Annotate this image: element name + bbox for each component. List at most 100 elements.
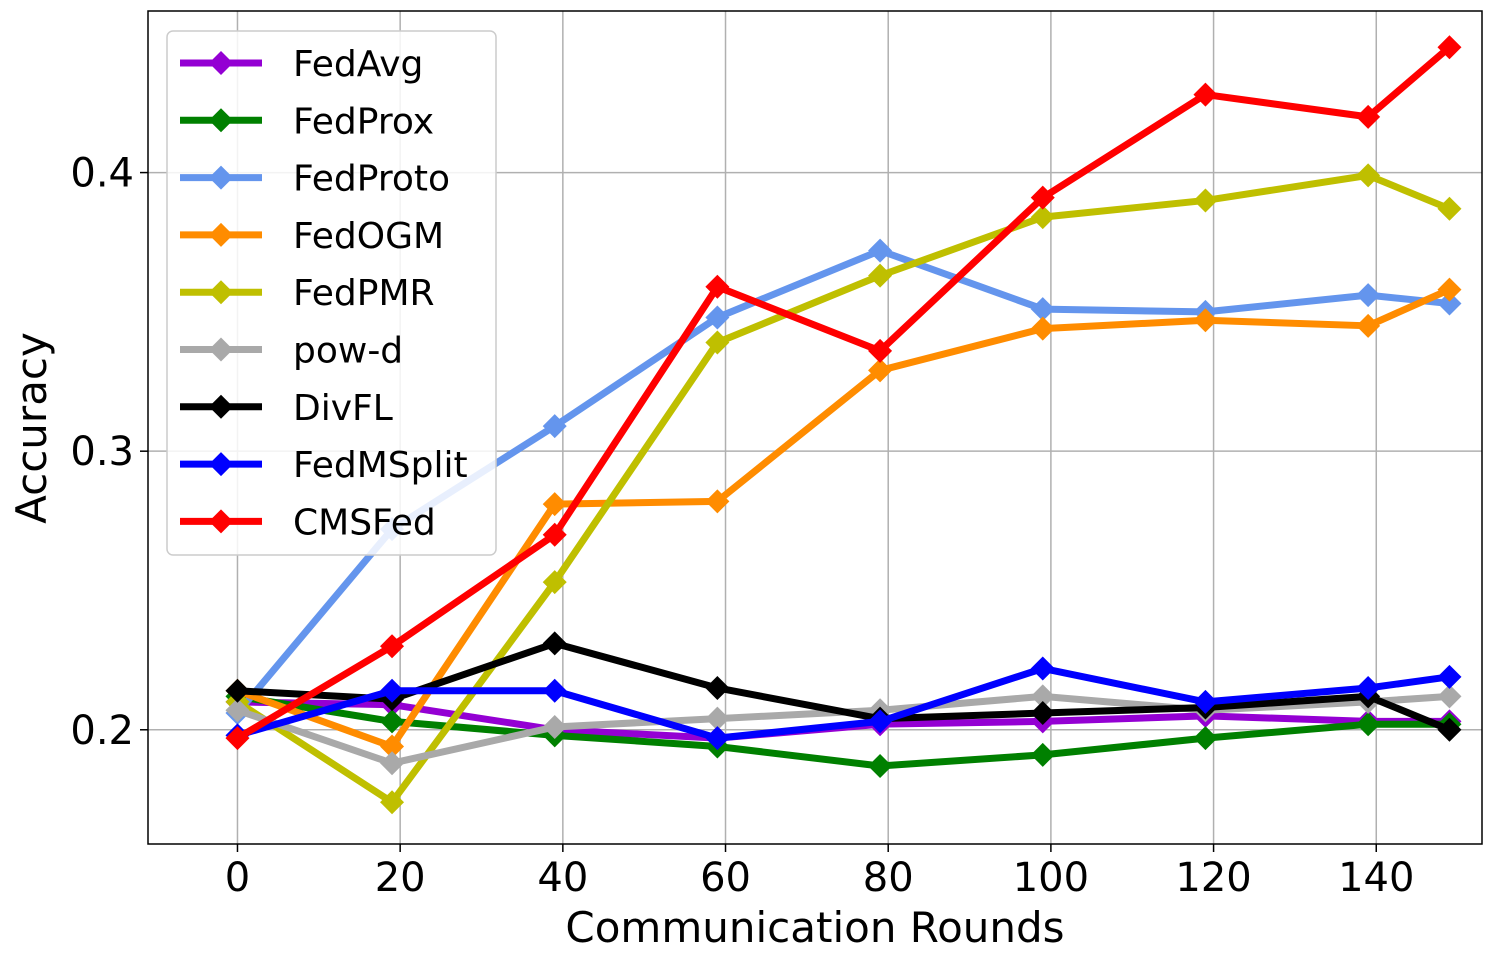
data-point-fedogm xyxy=(1356,313,1381,338)
data-point-fedproto xyxy=(868,238,893,263)
data-point-divfl xyxy=(542,631,567,656)
legend-label: FedMSplit xyxy=(293,445,468,486)
data-point-pow-d xyxy=(705,706,730,731)
x-tick-label: 40 xyxy=(537,855,588,901)
data-point-pow-d xyxy=(1437,684,1462,709)
legend-label: FedProx xyxy=(293,101,434,142)
data-point-pow-d xyxy=(542,714,567,739)
data-point-fedprox xyxy=(1030,742,1055,767)
data-point-fedogm xyxy=(705,489,730,514)
data-point-fedpmr xyxy=(1437,196,1462,221)
data-point-fedmsplit xyxy=(705,726,730,751)
y-axis-title: Accuracy xyxy=(7,332,56,524)
data-point-divfl xyxy=(225,678,250,703)
legend-marker xyxy=(209,452,233,477)
data-point-fedmsplit xyxy=(868,709,893,734)
legend-label: FedPMR xyxy=(293,273,435,314)
data-point-fedproto xyxy=(1356,283,1381,308)
legend-label: DivFL xyxy=(293,388,393,429)
data-point-fedproto xyxy=(1030,297,1055,322)
data-point-divfl xyxy=(1030,701,1055,726)
data-point-cmsfed xyxy=(1356,104,1381,129)
legend-label: FedOGM xyxy=(293,216,444,257)
legend-item-divfl: DivFL xyxy=(180,388,393,429)
data-point-fedpmr xyxy=(868,263,893,288)
data-point-fedpmr xyxy=(1030,205,1055,230)
data-point-pow-d xyxy=(380,751,405,776)
data-point-cmsfed xyxy=(705,274,730,299)
data-point-fedogm xyxy=(1193,308,1218,333)
data-point-fedproto xyxy=(1437,291,1462,316)
x-tick-label: 140 xyxy=(1338,855,1414,901)
legend-label: CMSFed xyxy=(293,502,436,543)
data-point-fedprox xyxy=(868,753,893,778)
x-axis-ticks: 0 20 40 60 80 100 120 140 xyxy=(225,844,1414,901)
legend-item-fedmsplit: FedMSplit xyxy=(180,445,468,486)
data-point-fedproto xyxy=(705,305,730,330)
legend-item-fedprox: FedProx xyxy=(180,101,434,142)
y-tick-label: 0.4 xyxy=(70,151,134,197)
data-point-fedmsplit xyxy=(542,678,567,703)
legend-item-fedproto: FedProto xyxy=(180,159,450,200)
y-axis-ticks: 0.2 0.3 0.4 xyxy=(70,151,148,754)
legend-item-cmsfed: CMSFed xyxy=(180,502,436,543)
legend-marker xyxy=(209,337,233,362)
data-point-fedproto xyxy=(542,414,567,439)
legend-marker xyxy=(209,222,233,247)
legend-item-fedpmr: FedPMR xyxy=(180,273,435,314)
x-tick-label: 20 xyxy=(375,855,426,901)
data-point-cmsfed xyxy=(868,338,893,363)
data-point-fedmsplit xyxy=(1193,689,1218,714)
data-point-fedogm xyxy=(542,492,567,517)
data-point-pow-d xyxy=(1030,684,1055,709)
legend-label: FedAvg xyxy=(293,44,423,85)
data-point-fedmsplit xyxy=(1030,656,1055,681)
data-point-fedogm xyxy=(1030,316,1055,341)
x-tick-label: 120 xyxy=(1175,855,1251,901)
data-point-fedogm xyxy=(868,358,893,383)
data-point-fedpmr xyxy=(705,330,730,355)
x-axis-title: Communication Rounds xyxy=(565,903,1064,952)
data-point-fedprox xyxy=(380,709,405,734)
data-point-fedpmr xyxy=(380,790,405,815)
data-point-fedmsplit xyxy=(380,678,405,703)
data-point-cmsfed xyxy=(1030,185,1055,210)
series-cmsfed xyxy=(225,35,1462,751)
legend-box xyxy=(166,30,497,556)
x-tick-label: 0 xyxy=(225,855,250,901)
data-point-cmsfed xyxy=(1437,35,1462,60)
data-point-cmsfed xyxy=(1193,82,1218,107)
plot-frame xyxy=(147,10,1483,845)
legend-marker xyxy=(209,509,233,534)
legend-marker xyxy=(209,394,233,419)
legend-marker xyxy=(209,108,233,133)
series-layer xyxy=(225,35,1462,815)
legend-item-pow-d: pow-d xyxy=(180,331,403,372)
legend-item-fedogm: FedOGM xyxy=(180,216,444,257)
legend-label: FedProto xyxy=(293,159,450,200)
data-point-fedpmr xyxy=(1193,188,1218,213)
x-tick-label: 60 xyxy=(700,855,751,901)
legend-item-fedavg: FedAvg xyxy=(180,44,423,85)
y-tick-label: 0.2 xyxy=(70,708,134,754)
data-point-cmsfed xyxy=(380,634,405,659)
data-point-fedogm xyxy=(380,734,405,759)
legend: FedAvg FedProx FedProto FedOGM FedPMR pow-d Di… xyxy=(166,30,497,556)
data-point-cmsfed xyxy=(542,522,567,547)
data-point-fedogm xyxy=(1437,277,1462,302)
data-point-fedprox xyxy=(1356,712,1381,737)
data-point-pow-d xyxy=(225,698,250,723)
data-point-divfl xyxy=(1437,717,1462,742)
data-point-fedmsplit xyxy=(1356,675,1381,700)
legend-marker xyxy=(209,51,233,75)
data-point-fedprox xyxy=(1193,726,1218,751)
legend-label: pow-d xyxy=(293,331,403,372)
x-tick-label: 80 xyxy=(863,855,914,901)
y-tick-label: 0.3 xyxy=(70,429,134,475)
x-tick-label: 100 xyxy=(1013,855,1089,901)
legend-marker xyxy=(209,280,233,305)
data-point-fedmsplit xyxy=(1437,664,1462,689)
data-point-divfl xyxy=(705,675,730,700)
